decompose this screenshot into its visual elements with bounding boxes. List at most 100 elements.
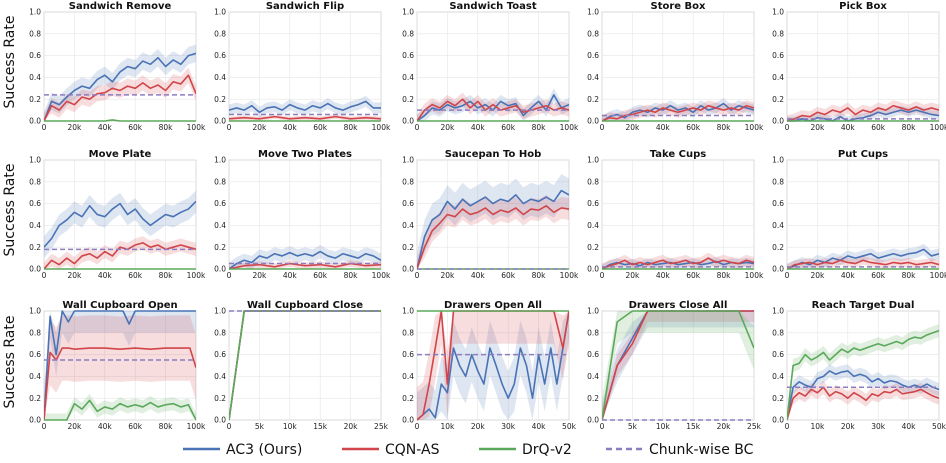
y-tick-label: 0.2 <box>29 394 41 403</box>
row-label-2: Success Rate <box>2 164 18 257</box>
y-tick-label: 0.6 <box>402 51 414 60</box>
y-tick-label: 0.8 <box>29 328 41 337</box>
x-tick-label: 50k <box>562 422 577 431</box>
row-label-1: Success Rate <box>2 16 18 109</box>
series-line-ac3-ours <box>44 200 196 248</box>
x-tick-label: 60k <box>871 123 886 132</box>
panel-title: Store Box <box>651 1 707 12</box>
x-tick-label: 25k <box>747 422 762 431</box>
y-tick-label: 0.6 <box>772 350 784 359</box>
series-group <box>44 44 196 122</box>
x-tick-label: 40k <box>283 123 298 132</box>
x-tick-label: 20k <box>625 123 640 132</box>
y-tick-label: 1.0 <box>587 156 599 165</box>
x-tick-label: 5k <box>255 422 265 431</box>
band-cqn-as <box>417 311 569 420</box>
series-group <box>787 324 939 421</box>
x-tick-label: 100k <box>560 123 579 132</box>
series-line-ac3-ours <box>417 310 569 421</box>
x-tick-label: 80k <box>532 123 547 132</box>
x-tick-label: 25k <box>374 422 389 431</box>
band-cqn-as <box>787 255 939 269</box>
x-tick-label: 0 <box>600 271 605 280</box>
series-group <box>417 88 569 122</box>
x-tick-label: 80k <box>532 271 547 280</box>
series-line-ac3-ours <box>787 109 939 122</box>
panel-put-cups: 0.0 0.2 0.4 0.6 0.8 1.0 0 20k 40k 60k 80k 100k Put C… <box>772 149 946 280</box>
y-tick-label: 0.2 <box>214 394 226 403</box>
x-tick-label: 20k <box>440 271 455 280</box>
series-line-cqn-as <box>787 386 939 421</box>
x-tick-label: 100k <box>187 422 206 431</box>
x-tick-label: 40k <box>471 271 486 280</box>
panel-title: Sandwich Flip <box>266 1 344 12</box>
y-tick-label: 0.4 <box>214 73 226 82</box>
y-tick-label: 0.0 <box>29 117 41 126</box>
x-tick-label: 80k <box>902 271 917 280</box>
x-tick-label: 20k <box>67 422 82 431</box>
legend-item-drq: DrQ-v2 <box>479 442 572 458</box>
y-tick-label: 0.4 <box>29 372 41 381</box>
x-tick-label: 60k <box>501 123 516 132</box>
x-tick-label: 80k <box>717 271 732 280</box>
y-tick-label: 0.0 <box>402 265 414 274</box>
y-tick-label: 0.6 <box>214 51 226 60</box>
x-tick-label: 0 <box>600 422 605 431</box>
x-tick-label: 0 <box>600 123 605 132</box>
y-tick-label: 1.0 <box>29 156 41 165</box>
x-tick-label: 30k <box>871 422 886 431</box>
y-tick-label: 1.0 <box>587 8 599 17</box>
panel-title: Pick Box <box>839 1 887 12</box>
x-tick-label: 60k <box>686 271 701 280</box>
series-group <box>417 310 569 421</box>
y-tick-label: 0.2 <box>587 394 599 403</box>
x-tick-label: 20k <box>810 123 825 132</box>
band-cqn-as <box>417 92 569 121</box>
y-tick-label: 0.6 <box>587 199 599 208</box>
x-tick-label: 100k <box>372 123 391 132</box>
series-line-cqn-as <box>417 204 569 270</box>
legend-item-ac3: AC3 (Ours) <box>183 442 302 458</box>
series-line-ac3-ours <box>602 260 754 270</box>
y-tick-label: 0.8 <box>214 177 226 186</box>
series-group <box>787 243 939 270</box>
y-tick-label: 1.0 <box>214 156 226 165</box>
x-tick-label: 80k <box>159 422 174 431</box>
x-tick-label: 0 <box>415 123 420 132</box>
panel-move-two-plates: 0.0 0.2 0.4 0.6 0.8 1.0 0 20k 40k 60k 80k 100k Move … <box>214 149 391 280</box>
row-labels: Success Rate Success Rate Success Rate <box>2 16 18 409</box>
y-tick-label: 0.4 <box>587 372 599 381</box>
panel-drawers-open-all: 0.0 0.2 0.4 0.6 0.8 1.0 0 10k 20k 30k 40k 50k Drawer… <box>402 300 577 431</box>
y-tick-label: 0.8 <box>214 328 226 337</box>
y-tick-label: 0.0 <box>214 416 226 425</box>
panel-reach-target-dual: 0.0 0.2 0.4 0.6 0.8 1.0 0 10k 20k 30k 40k 50k Reach … <box>772 300 946 431</box>
x-tick-label: 40k <box>98 422 113 431</box>
panel-title: Wall Cupboard Open <box>62 300 177 311</box>
band-ac3-ours <box>229 245 381 269</box>
panel-title: Move Plate <box>89 149 152 160</box>
x-tick-label: 100k <box>187 271 206 280</box>
x-tick-label: 80k <box>717 123 732 132</box>
x-tick-label: 0 <box>227 422 232 431</box>
legend-label-drq: DrQ-v2 <box>522 442 572 458</box>
x-tick-label: 0 <box>415 271 420 280</box>
y-tick-label: 0.0 <box>587 117 599 126</box>
x-tick-label: 20k <box>625 271 640 280</box>
y-tick-label: 0.2 <box>587 243 599 252</box>
y-tick-label: 0.6 <box>29 199 41 208</box>
y-tick-label: 1.0 <box>402 307 414 316</box>
series-line-drq-v2 <box>44 119 196 122</box>
x-tick-label: 100k <box>930 123 946 132</box>
x-tick-label: 0 <box>42 271 47 280</box>
panel-title: Move Two Plates <box>258 149 352 160</box>
x-tick-label: 40k <box>98 271 113 280</box>
y-tick-label: 0.4 <box>29 73 41 82</box>
y-tick-label: 1.0 <box>772 8 784 17</box>
y-tick-label: 0.6 <box>587 350 599 359</box>
y-tick-label: 0.4 <box>402 73 414 82</box>
y-tick-label: 0.2 <box>402 243 414 252</box>
x-tick-label: 60k <box>128 271 143 280</box>
x-tick-label: 60k <box>313 123 328 132</box>
x-tick-label: 100k <box>372 271 391 280</box>
y-tick-label: 0.2 <box>587 95 599 104</box>
